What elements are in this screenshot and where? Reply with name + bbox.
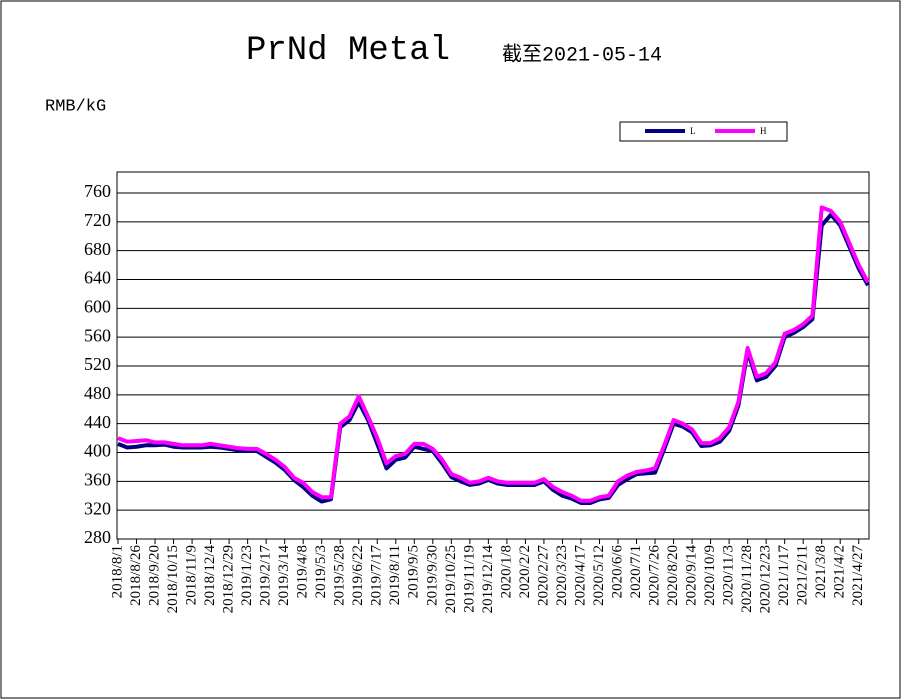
line-series xyxy=(117,205,870,503)
x-tick-label: 2020/7/1 xyxy=(628,545,644,598)
x-tick-label: 2020/7/26 xyxy=(646,545,662,606)
x-tick-label: 2019/9/30 xyxy=(424,545,440,606)
y-tick-label: 640 xyxy=(84,268,111,288)
x-tick-label: 2019/6/22 xyxy=(350,545,366,606)
x-tick-label: 2018/9/20 xyxy=(146,545,162,606)
y-tick-label: 720 xyxy=(84,210,111,230)
x-tick-label: 2019/9/5 xyxy=(406,545,422,598)
x-tick-label: 2019/4/8 xyxy=(295,545,311,598)
legend-label: H xyxy=(760,126,767,136)
x-tick-label: 2021/2/11 xyxy=(795,545,811,605)
y-tick-label: 600 xyxy=(84,296,111,316)
x-tick-label: 2021/3/8 xyxy=(813,545,829,598)
y-axis-label: RMB/kG xyxy=(45,97,106,116)
x-tick-label: 2018/12/4 xyxy=(202,545,218,606)
y-tick-label: 360 xyxy=(84,469,111,489)
x-tick-label: 2020/8/20 xyxy=(665,545,681,606)
x-tick-label: 2020/11/3 xyxy=(721,545,737,605)
chart-title: PrNd Metal xyxy=(246,32,450,70)
x-tick-label: 2020/6/6 xyxy=(609,545,625,599)
x-tick-label: 2020/2/2 xyxy=(517,545,533,598)
x-tick-label: 2018/11/9 xyxy=(184,545,200,605)
x-tick-label: 2019/2/17 xyxy=(258,545,274,606)
x-tick-label: 2020/3/23 xyxy=(554,545,570,606)
x-tick-label: 2019/7/17 xyxy=(369,545,385,606)
x-tick-label: 2018/10/15 xyxy=(165,545,181,613)
x-tick-label: 2019/3/14 xyxy=(276,545,292,606)
x-tick-label: 2020/11/28 xyxy=(739,545,755,613)
legend-label: L xyxy=(690,126,696,136)
x-tick-label: 2019/5/28 xyxy=(332,545,348,606)
x-tick-label: 2019/10/25 xyxy=(443,545,459,613)
x-tick-label: 2018/8/26 xyxy=(128,545,144,606)
y-tick-label: 520 xyxy=(84,354,111,374)
x-tick-label: 2019/12/14 xyxy=(480,545,496,614)
y-tick-label: 440 xyxy=(84,412,111,432)
x-tick-label: 2019/11/19 xyxy=(461,545,477,613)
y-tick-label: 400 xyxy=(84,441,111,461)
y-tick-label: 680 xyxy=(84,239,111,259)
x-tick-label: 2018/12/29 xyxy=(221,545,237,613)
x-tick-label: 2020/12/23 xyxy=(758,545,774,613)
x-tick-label: 2021/4/27 xyxy=(850,545,866,606)
y-tick-label: 280 xyxy=(84,527,111,547)
x-tick-label: 2020/10/9 xyxy=(702,545,718,606)
x-tick-label: 2020/4/17 xyxy=(572,545,588,606)
legend-box xyxy=(619,121,788,142)
y-tick-label: 480 xyxy=(84,383,111,403)
y-tick-label: 760 xyxy=(84,181,111,201)
x-tick-label: 2019/8/11 xyxy=(387,545,403,605)
x-tick-label: 2020/1/8 xyxy=(498,545,514,598)
x-tick-label: 2021/4/2 xyxy=(832,545,848,598)
plot-area xyxy=(116,171,870,540)
x-tick-label: 2021/1/17 xyxy=(776,545,792,606)
x-tick-label: 2020/2/27 xyxy=(535,545,551,606)
y-tick-label: 560 xyxy=(84,325,111,345)
x-tick-label: 2020/5/12 xyxy=(591,545,607,606)
x-tick-label: 2019/1/23 xyxy=(239,545,255,606)
x-tick-label: 2019/5/3 xyxy=(313,545,329,598)
x-tick-label: 2018/8/1 xyxy=(109,545,125,598)
x-tick-label: 2020/9/14 xyxy=(684,545,700,606)
y-tick-label: 320 xyxy=(84,498,111,518)
chart-subtitle: 截至2021-05-14 xyxy=(502,42,662,67)
